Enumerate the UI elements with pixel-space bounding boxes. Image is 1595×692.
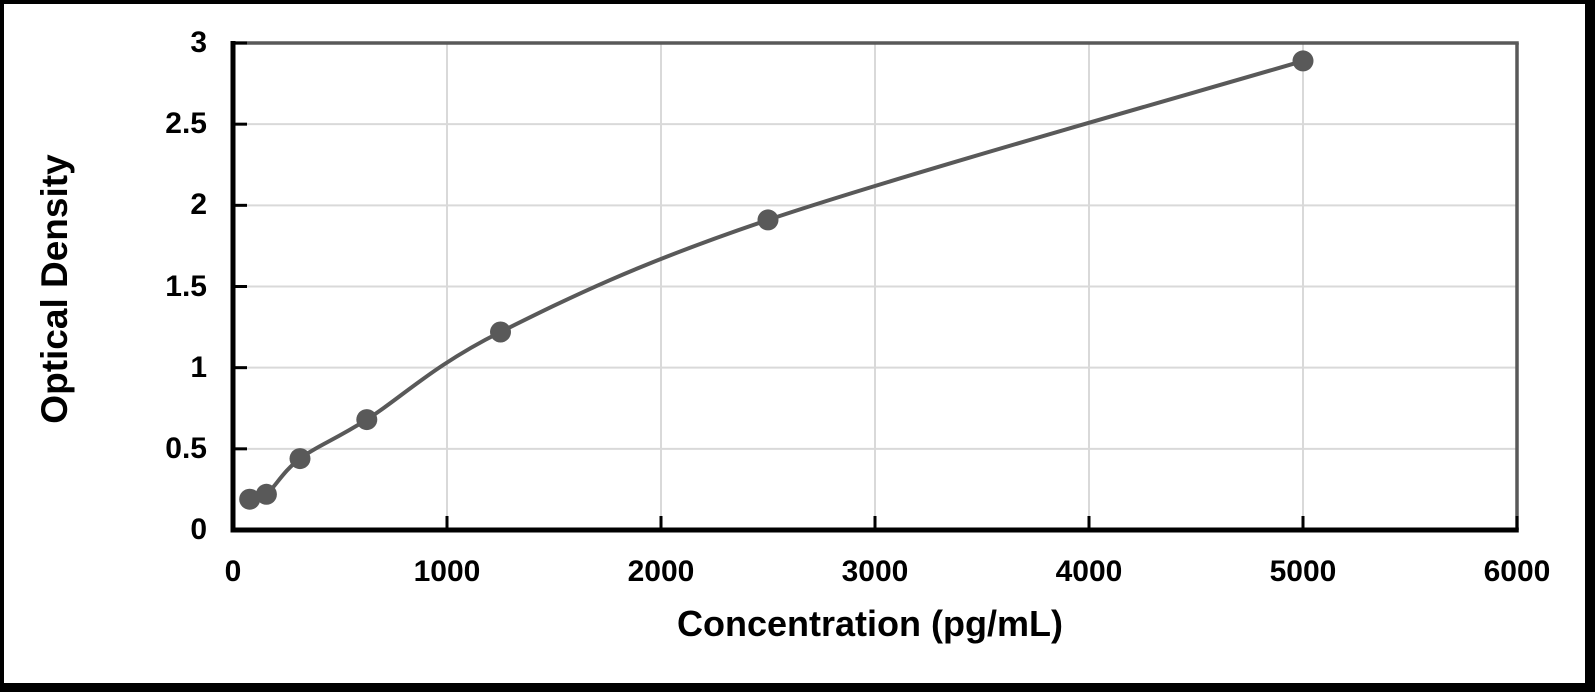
x-tick-label: 3000 bbox=[841, 555, 909, 588]
y-tick-label: 3 bbox=[190, 26, 207, 59]
y-tick-label: 1.5 bbox=[165, 269, 207, 303]
data-point-marker bbox=[289, 448, 311, 470]
x-tick-label: 4000 bbox=[1055, 555, 1123, 588]
x-tick-label: 0 bbox=[224, 555, 242, 588]
data-point-marker bbox=[356, 409, 378, 431]
data-point-marker bbox=[757, 209, 779, 231]
y-axis-title: Optical Density bbox=[34, 154, 75, 424]
data-point-marker bbox=[239, 488, 261, 510]
y-tick-label: 2 bbox=[190, 188, 207, 222]
x-tick-label: 1000 bbox=[413, 555, 481, 588]
data-point-marker bbox=[1292, 50, 1314, 72]
y-tick-label: 0 bbox=[190, 513, 207, 546]
y-tick-label: 0.5 bbox=[165, 431, 207, 465]
y-tick-label: 1 bbox=[190, 350, 207, 384]
standard-curve-line bbox=[247, 58, 1305, 502]
y-tick-label: 2.5 bbox=[165, 107, 207, 141]
x-tick-label: 6000 bbox=[1483, 555, 1551, 588]
data-point-marker bbox=[255, 483, 277, 505]
x-tick-label: 2000 bbox=[627, 555, 695, 588]
x-axis-title: Concentration (pg/mL) bbox=[677, 603, 1063, 644]
x-tick-label: 5000 bbox=[1269, 555, 1337, 588]
data-point-marker bbox=[490, 321, 511, 343]
plot-area bbox=[230, 41, 1519, 533]
